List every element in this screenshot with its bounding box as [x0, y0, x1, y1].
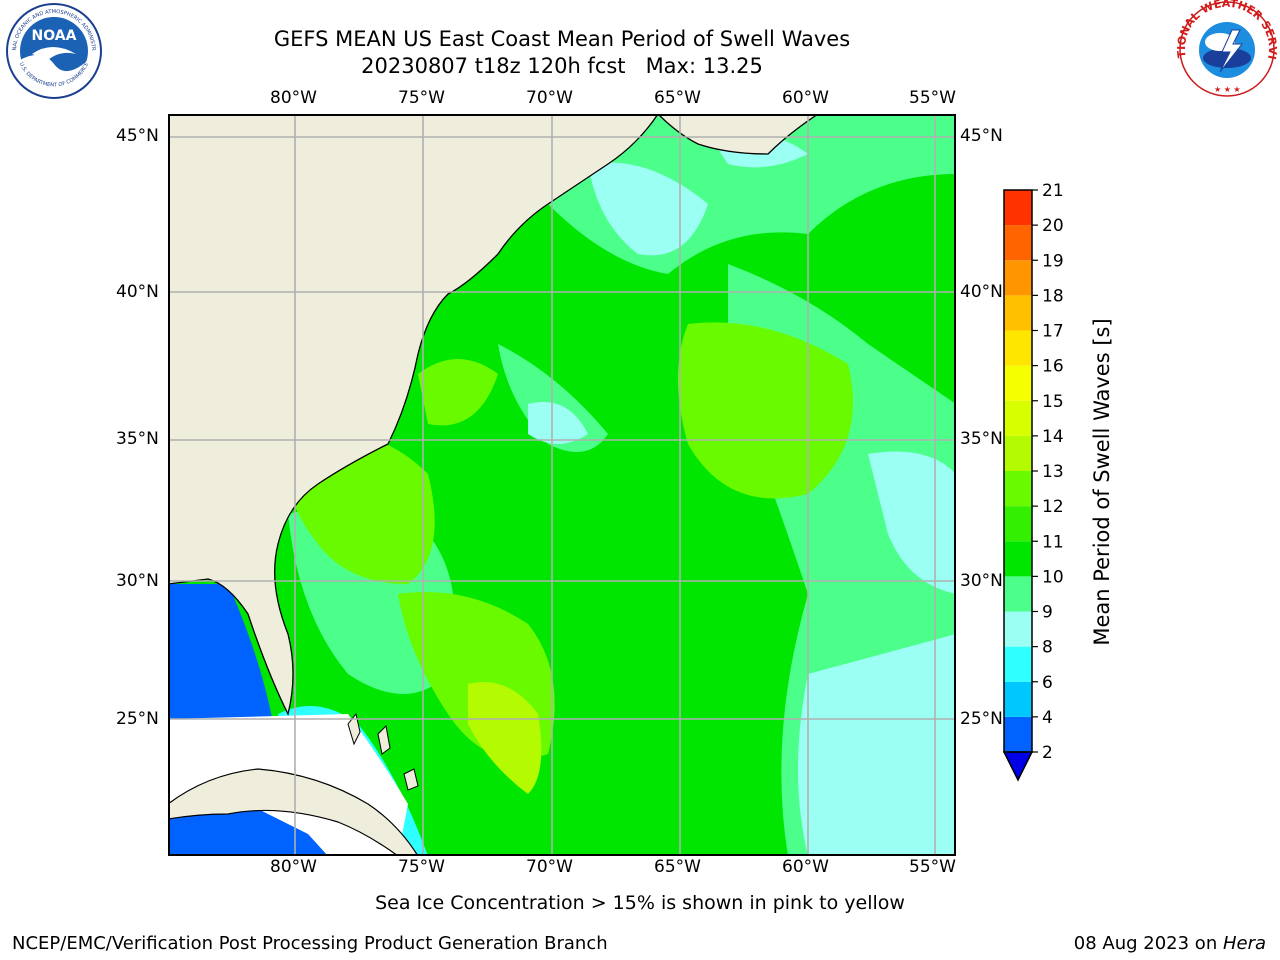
colorbar-tick-label: 13 — [1042, 462, 1064, 482]
lat-label-left: 45°N — [116, 126, 159, 146]
credit-left: NCEP/EMC/Verification Post Processing Pr… — [12, 933, 608, 954]
swell-12-13 — [468, 682, 542, 794]
lon-label-top: 80°W — [270, 88, 317, 108]
colorbar-ticks: 2 4 6 8 9 10 11 12 13 14 15 16 17 18 19 20 21 — [1032, 181, 1064, 763]
lon-label-bottom: 55°W — [909, 857, 956, 877]
chart-title: GEFS MEAN US East Coast Mean Period of S… — [273, 27, 851, 51]
colorbar-segment — [1004, 541, 1032, 577]
svg-text:★ ★ ★: ★ ★ ★ — [1214, 85, 1241, 94]
swell-8-9-southeast — [798, 634, 956, 856]
colorbar-segments — [1004, 190, 1032, 752]
lat-label-right: 45°N — [960, 126, 1003, 146]
colorbar-segment — [1004, 646, 1032, 682]
lon-label-top: 55°W — [909, 88, 956, 108]
lon-label-bottom: 65°W — [654, 857, 701, 877]
lat-label-left: 35°N — [116, 429, 159, 449]
credit-right: 08 Aug 2023 on Hera — [1074, 933, 1266, 954]
bahamas-island — [347, 712, 361, 746]
colorbar-segment — [1004, 330, 1032, 366]
credit-right-machine: Hera — [1222, 933, 1266, 954]
colorbar-segment — [1004, 295, 1032, 331]
swell-11-12-north — [418, 359, 498, 426]
colorbar-segment — [1004, 260, 1032, 296]
colorbar-segment — [1004, 225, 1032, 261]
colorbar-segment — [1004, 506, 1032, 542]
credit-right-date: 08 Aug 2023 on — [1073, 933, 1223, 954]
colorbar-tick-label: 9 — [1042, 603, 1053, 623]
colorbar-segment — [1004, 400, 1032, 436]
lon-label-bottom: 80°W — [270, 857, 317, 877]
swell-8-9-patch — [528, 402, 588, 444]
bahamas-island — [377, 724, 391, 755]
swell-period-map — [168, 114, 956, 856]
colorbar-tick-label: 16 — [1042, 357, 1064, 377]
colorbar-segment — [1004, 576, 1032, 612]
colorbar-segment — [1004, 190, 1032, 226]
lat-label-right: 30°N — [960, 571, 1003, 591]
colorbar-tick-label: 19 — [1042, 251, 1064, 271]
colorbar-segment — [1004, 435, 1032, 471]
lat-label-left: 40°N — [116, 282, 159, 302]
colorbar-segment — [1004, 471, 1032, 507]
colorbar-tick-label: 11 — [1042, 532, 1064, 552]
colorbar-tick-label: 6 — [1042, 673, 1053, 693]
bahamas-island — [403, 768, 419, 791]
lon-label-bottom: 75°W — [398, 857, 445, 877]
colorbar: 2 4 6 8 9 10 11 12 13 14 15 16 17 18 19 20 21 — [998, 181, 1078, 786]
colorbar-extend-triangle — [1002, 751, 1034, 782]
us-east-coast-land — [168, 114, 659, 716]
noaa-logo: NOAA NATIONAL OCEANIC AND ATMOSPHERIC AD… — [1, 0, 104, 100]
cuba-land — [168, 768, 419, 856]
colorbar-tick-label: 4 — [1042, 708, 1053, 728]
lat-label-left: 30°N — [116, 571, 159, 591]
colorbar-segment — [1004, 681, 1032, 717]
lat-label-right: 25°N — [960, 709, 1003, 729]
swell-8-9-gulf-maine — [588, 162, 708, 256]
colorbar-tick-label: 12 — [1042, 497, 1064, 517]
chart-subtitle: 20230807 t18z 120h fcst Max: 13.25 — [361, 54, 763, 78]
colorbar-segment — [1004, 611, 1032, 647]
map-frame — [168, 114, 956, 856]
swell-11-12-central — [678, 322, 853, 499]
colorbar-segment — [1004, 365, 1032, 401]
lon-label-top: 70°W — [526, 88, 573, 108]
colorbar-tick-label: 21 — [1042, 182, 1064, 201]
colorbar-tick-label: 8 — [1042, 638, 1053, 658]
lon-label-bottom: 60°W — [782, 857, 829, 877]
colorbar-tick-label: 17 — [1042, 322, 1064, 342]
colorbar-tick-label: 14 — [1042, 427, 1064, 447]
swell-8-9-east — [868, 451, 956, 594]
lon-label-top: 75°W — [398, 88, 445, 108]
colorbar-segment — [1004, 716, 1032, 752]
sea-ice-note-text: Sea Ice Concentration > 15% is shown in … — [375, 892, 905, 914]
colorbar-tick-label: 18 — [1042, 286, 1064, 306]
lat-label-left: 25°N — [116, 709, 159, 729]
lon-label-bottom: 70°W — [526, 857, 573, 877]
colorbar-tick-label: 20 — [1042, 216, 1064, 236]
lat-label-right: 35°N — [960, 429, 1003, 449]
lat-label-right: 40°N — [960, 282, 1003, 302]
noaa-logo-text: NOAA — [32, 28, 77, 44]
nws-logo: NATIONAL WEATHER SERVICE ★ ★ ★ — [1171, 0, 1279, 98]
graticule — [168, 114, 956, 856]
colorbar-tick-label: 10 — [1042, 567, 1064, 587]
colorbar-label: Mean Period of Swell Waves [s] — [1090, 318, 1114, 646]
lon-label-top: 60°W — [782, 88, 829, 108]
sea-ice-note: Sea Ice Concentration > 15% is shown in … — [0, 892, 1280, 914]
lon-label-top: 65°W — [654, 88, 701, 108]
colorbar-tick-label: 15 — [1042, 392, 1064, 412]
colorbar-tick-label: 2 — [1042, 743, 1053, 763]
